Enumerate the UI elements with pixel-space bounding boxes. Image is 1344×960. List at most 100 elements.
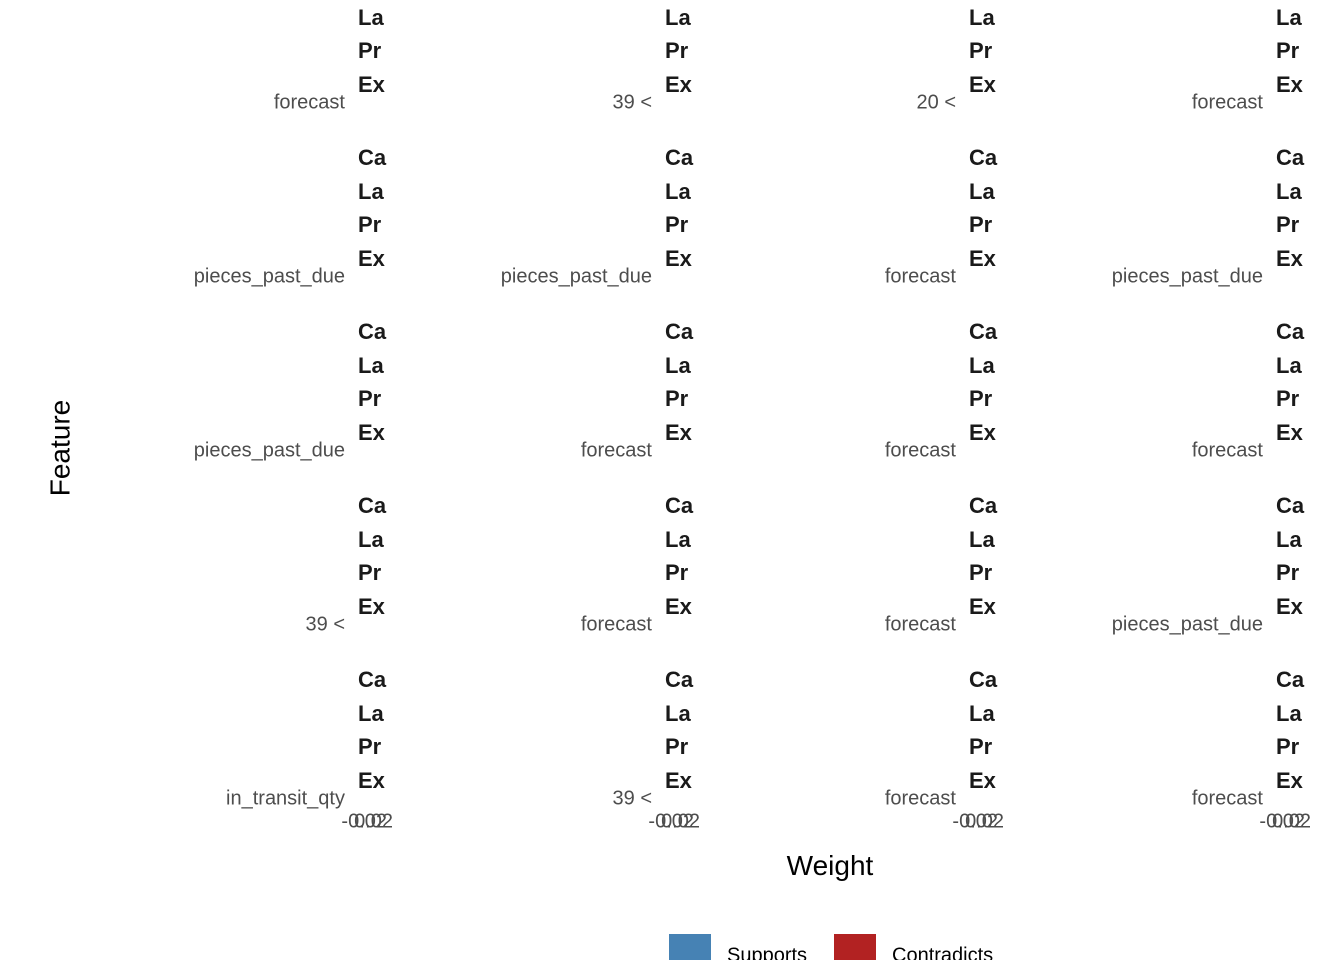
x-tick-label: -0.02 (341, 810, 387, 832)
panel: Ca La Pr Ex (358, 319, 387, 445)
strip-label: La (665, 527, 691, 552)
feature-label: forecast (1192, 787, 1264, 809)
feature-label: forecast (885, 439, 957, 461)
feature-label: 39 < (613, 787, 652, 809)
strip-label: Pr (358, 38, 382, 63)
panel: Ca La Pr Ex (1276, 145, 1305, 271)
strip-label: Pr (969, 38, 993, 63)
strip-label: Pr (665, 386, 689, 411)
strip-label: La (969, 5, 995, 30)
strip-label: La (969, 353, 995, 378)
strip-label: Pr (1276, 734, 1300, 759)
feature-label: forecast (885, 265, 957, 287)
strip-label: Ca (358, 667, 387, 692)
feature-label: forecast (1192, 91, 1264, 113)
legend-swatch (834, 934, 876, 960)
strip-label: Pr (358, 212, 382, 237)
x-tick-label: 0.02 (354, 810, 393, 832)
strip-label: La (665, 701, 691, 726)
strip-label: Ca (665, 319, 694, 344)
strip-label: Pr (358, 734, 382, 759)
x-tick-label: 0.02 (1272, 810, 1311, 832)
feature-label: 20 < (917, 91, 956, 113)
panel: Ca La Pr Ex (969, 493, 998, 619)
panel: Ca La Pr Ex (665, 319, 694, 445)
panel: La Pr Ex (969, 5, 997, 97)
strip-label: La (1276, 5, 1302, 30)
strip-label: Ca (969, 493, 998, 518)
strip-label: Ex (1276, 72, 1304, 97)
strip-label: Ca (358, 145, 387, 170)
strip-label: Pr (1276, 560, 1300, 585)
strip-label: Ca (358, 319, 387, 344)
strip-label: Pr (665, 38, 689, 63)
legend-swatch (669, 934, 711, 960)
panel: Ca La Pr Ex (358, 493, 387, 619)
x-tick-label: -0.02 (1259, 810, 1305, 832)
strip-label: Pr (969, 734, 993, 759)
strip-label: Ca (969, 319, 998, 344)
strip-label: Pr (969, 212, 993, 237)
panel: Ca La Pr Ex (1276, 667, 1305, 793)
strip-label: Pr (665, 560, 689, 585)
strip-label: Ex (969, 246, 997, 271)
feature-label: pieces_past_due (501, 265, 652, 287)
feature-label: pieces_past_due (1112, 613, 1263, 635)
legend-label: Contradicts (892, 944, 993, 960)
panel: Ca La Pr Ex (665, 667, 694, 793)
strip-label: Ex (969, 768, 997, 793)
strip-label: Ca (969, 667, 998, 692)
strip-label: Ca (665, 667, 694, 692)
panel: Ca La Pr Ex (1276, 493, 1305, 619)
feature-label: 39 < (306, 613, 345, 635)
strip-label: Ex (1276, 420, 1304, 445)
strip-label: Ex (358, 768, 386, 793)
feature-label: forecast (581, 439, 653, 461)
strip-label: Ca (1276, 145, 1305, 170)
x-axis-title: Weight (787, 850, 874, 881)
feature-label: forecast (885, 787, 957, 809)
strip-label: Pr (1276, 212, 1300, 237)
strip-label: Ca (665, 493, 694, 518)
panel: Ca La Pr Ex (358, 145, 387, 271)
strip-label: Ex (665, 246, 693, 271)
panel: Ca La Pr Ex (969, 145, 998, 271)
strip-label: Ex (665, 72, 693, 97)
feature-label: forecast (274, 91, 346, 113)
strip-label: Pr (1276, 38, 1300, 63)
strip-label: La (665, 353, 691, 378)
strip-label: Ex (358, 420, 386, 445)
strip-label: La (358, 5, 384, 30)
x-tick-label: 0.02 (965, 810, 1004, 832)
strip-label: Ca (969, 145, 998, 170)
feature-label: forecast (581, 613, 653, 635)
strip-label: La (1276, 701, 1302, 726)
panel: Ca La Pr Ex (665, 493, 694, 619)
panel: Ca La Pr Ex (358, 667, 387, 793)
strip-label: Pr (969, 560, 993, 585)
strip-label: Ex (665, 420, 693, 445)
strip-label: Ca (1276, 493, 1305, 518)
strip-label: La (969, 701, 995, 726)
strip-label: Ca (665, 145, 694, 170)
feature-label: pieces_past_due (1112, 265, 1263, 287)
strip-label: Ex (1276, 594, 1304, 619)
strip-label: Ex (1276, 246, 1304, 271)
strip-label: Ex (358, 246, 386, 271)
strip-label: La (1276, 353, 1302, 378)
y-axis-title: Feature (44, 400, 75, 497)
strip-label: La (1276, 527, 1302, 552)
strip-label: Ex (358, 72, 386, 97)
panel: Ca La Pr Ex (969, 667, 998, 793)
panel: Ca La Pr Ex (1276, 319, 1305, 445)
legend-label: Supports (727, 944, 807, 960)
feature-label: forecast (1192, 439, 1264, 461)
panel: Ca La Pr Ex (665, 145, 694, 271)
strip-label: Ex (969, 420, 997, 445)
strip-label: Pr (665, 734, 689, 759)
strip-label: La (969, 527, 995, 552)
panel: La Pr Ex (665, 5, 693, 97)
strip-label: La (665, 179, 691, 204)
strip-label: La (358, 353, 384, 378)
